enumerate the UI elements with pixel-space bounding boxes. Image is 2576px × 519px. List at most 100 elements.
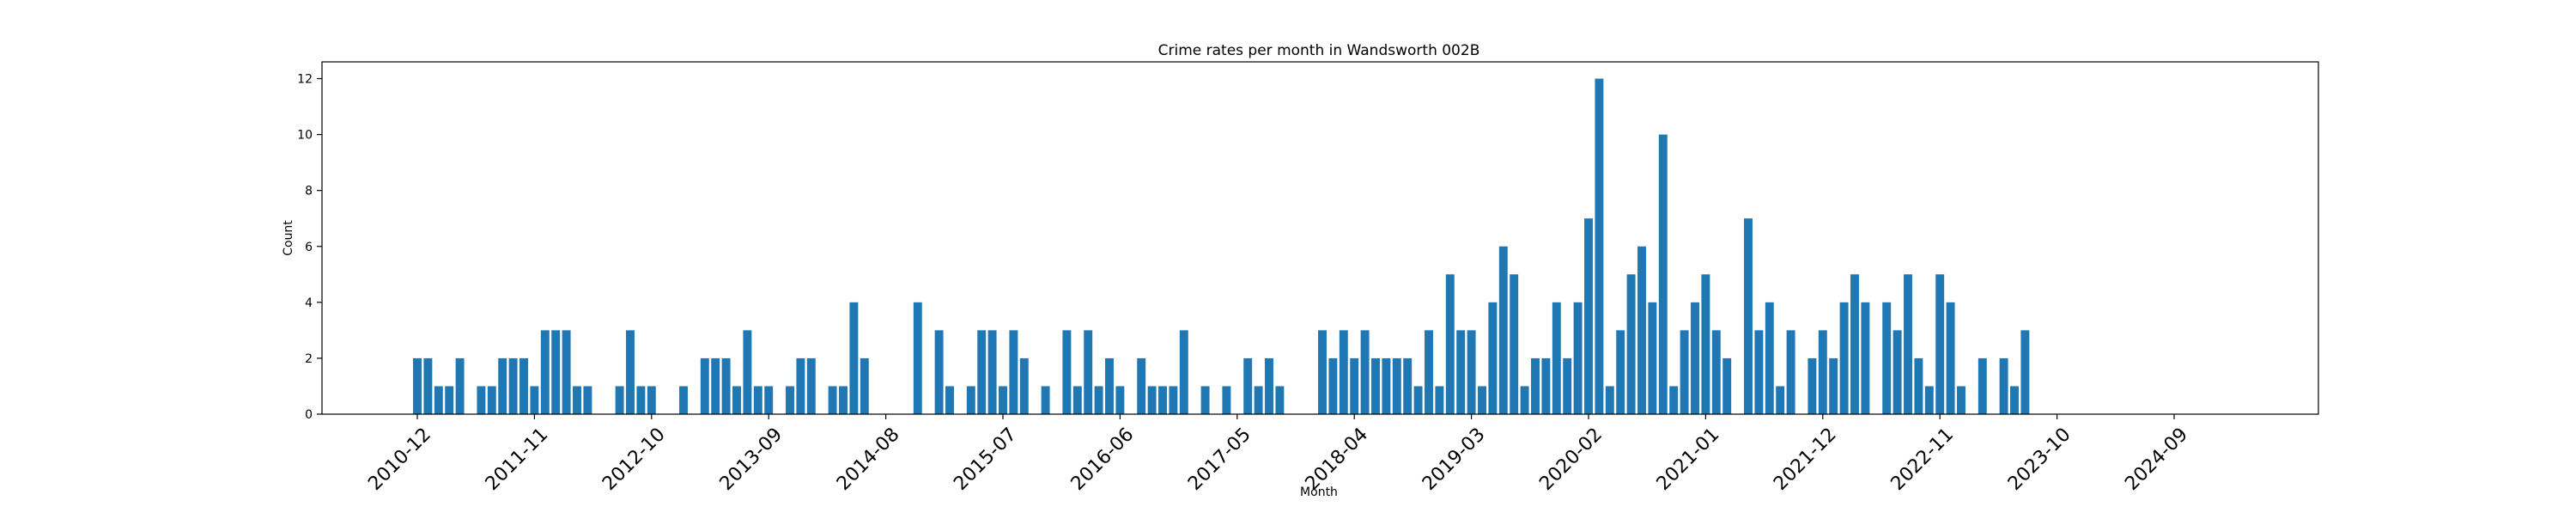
bar-2022-08 (1904, 274, 1912, 414)
bar-2015-09 (1019, 357, 1029, 414)
bar-2012-08 (626, 330, 635, 414)
bar-2021-02 (1711, 330, 1721, 414)
bar-2021-03 (1722, 357, 1732, 414)
bars-group (413, 78, 2030, 415)
bar-2019-03 (1467, 330, 1476, 414)
bar-2013-06 (732, 386, 741, 414)
bar-2023-07 (2020, 330, 2030, 414)
bar-2011-10 (519, 357, 528, 414)
bar-2020-01 (1573, 302, 1583, 414)
chart-title: Crime rates per month in Wandsworth 002B (1158, 42, 1480, 59)
bar-2020-06 (1626, 274, 1636, 414)
bar-2019-11 (1552, 302, 1561, 414)
bar-2013-04 (711, 357, 720, 414)
bar-2017-06 (1243, 357, 1253, 414)
bar-2019-06 (1498, 246, 1508, 414)
bar-2016-02 (1072, 386, 1082, 414)
bar-2012-09 (636, 386, 646, 414)
bar-2015-08 (1009, 330, 1018, 414)
x-axis-label: Month (1300, 485, 1338, 499)
x-tick-label: 2022-11 (1887, 424, 1959, 495)
bar-2011-02 (434, 386, 443, 414)
x-tick-label: 2016-06 (1067, 424, 1139, 495)
y-tick-label: 2 (305, 352, 313, 366)
bar-2018-01 (1318, 330, 1327, 414)
bar-2018-09 (1403, 357, 1413, 414)
y-tick-label: 4 (305, 296, 313, 310)
bar-2016-06 (1115, 386, 1125, 414)
x-tick-label: 2023-10 (2004, 424, 2075, 495)
y-tick-label: 6 (305, 241, 313, 254)
x-tick-label: 2021-01 (1653, 424, 1724, 495)
bar-2014-04 (839, 386, 848, 414)
bar-2016-05 (1105, 357, 1114, 414)
bar-2013-08 (753, 386, 762, 414)
bar-2016-04 (1094, 386, 1103, 414)
bar-2018-05 (1360, 330, 1370, 414)
bar-2020-08 (1648, 302, 1657, 414)
bar-2022-04 (1861, 302, 1870, 414)
bar-2018-03 (1339, 330, 1348, 414)
bar-2016-01 (1062, 330, 1072, 414)
bar-2014-03 (828, 386, 837, 414)
bar-2022-01 (1829, 357, 1838, 414)
bar-2013-05 (721, 357, 731, 414)
bar-2019-09 (1531, 357, 1540, 414)
x-tick-label: 2010-12 (364, 424, 435, 495)
bar-2015-02 (945, 386, 954, 414)
x-tick-label: 2011-11 (482, 424, 553, 495)
bar-2015-01 (934, 330, 944, 414)
y-axis: 0 2 4 6 8 10 12 (297, 73, 322, 422)
bar-2011-04 (455, 357, 465, 414)
bar-2012-04 (583, 386, 592, 414)
bar-2011-12 (540, 330, 550, 414)
bar-2022-09 (1914, 357, 1923, 414)
bar-2020-11 (1680, 330, 1689, 414)
bar-2014-01 (806, 357, 816, 414)
bar-2022-10 (1924, 386, 1934, 414)
bar-2021-11 (1807, 357, 1817, 414)
bar-2015-11 (1041, 386, 1050, 414)
bar-2020-02 (1584, 218, 1593, 414)
bar-2022-12 (1946, 302, 1955, 414)
bar-2013-07 (743, 330, 752, 414)
bar-2016-03 (1084, 330, 1093, 414)
x-tick-label: 2013-09 (716, 424, 787, 495)
plot-frame (321, 61, 2319, 415)
bar-2021-08 (1776, 386, 1785, 414)
bar-2021-12 (1818, 330, 1827, 414)
bar-2012-07 (615, 386, 624, 414)
bar-2012-03 (573, 386, 581, 414)
bar-2022-02 (1839, 302, 1849, 414)
bar-2018-10 (1413, 386, 1423, 414)
bar-2020-12 (1691, 302, 1699, 414)
bar-2013-11 (786, 386, 794, 414)
x-tick-label: 2015-07 (950, 424, 1021, 495)
bar-2021-07 (1765, 302, 1774, 414)
bar-2019-08 (1520, 386, 1529, 414)
bar-2021-01 (1701, 274, 1710, 414)
x-tick-label: 2014-08 (833, 424, 904, 495)
bar-2016-08 (1137, 357, 1146, 414)
bar-2010-12 (413, 357, 422, 414)
bar-2020-05 (1616, 330, 1625, 414)
bar-2015-05 (977, 330, 987, 414)
bar-2017-09 (1275, 386, 1285, 414)
x-axis: 2010-12 2011-11 2012-10 2013-09 2014-08 2015-… (364, 414, 2192, 495)
bar-2023-01 (1957, 386, 1965, 414)
bar-2015-06 (987, 330, 997, 414)
bar-2018-11 (1425, 330, 1433, 414)
bar-2014-05 (849, 302, 859, 414)
bar-2019-04 (1478, 386, 1486, 414)
bar-2020-09 (1658, 134, 1668, 414)
bar-2013-12 (796, 357, 805, 414)
bar-2019-12 (1563, 357, 1572, 414)
bar-2014-06 (860, 357, 869, 414)
bar-2023-03 (1978, 357, 1987, 414)
bar-2015-04 (966, 386, 975, 414)
bar-2020-03 (1595, 78, 1604, 415)
bar-2019-01 (1445, 274, 1455, 414)
bar-2016-10 (1158, 386, 1167, 414)
bar-2012-02 (562, 330, 571, 414)
